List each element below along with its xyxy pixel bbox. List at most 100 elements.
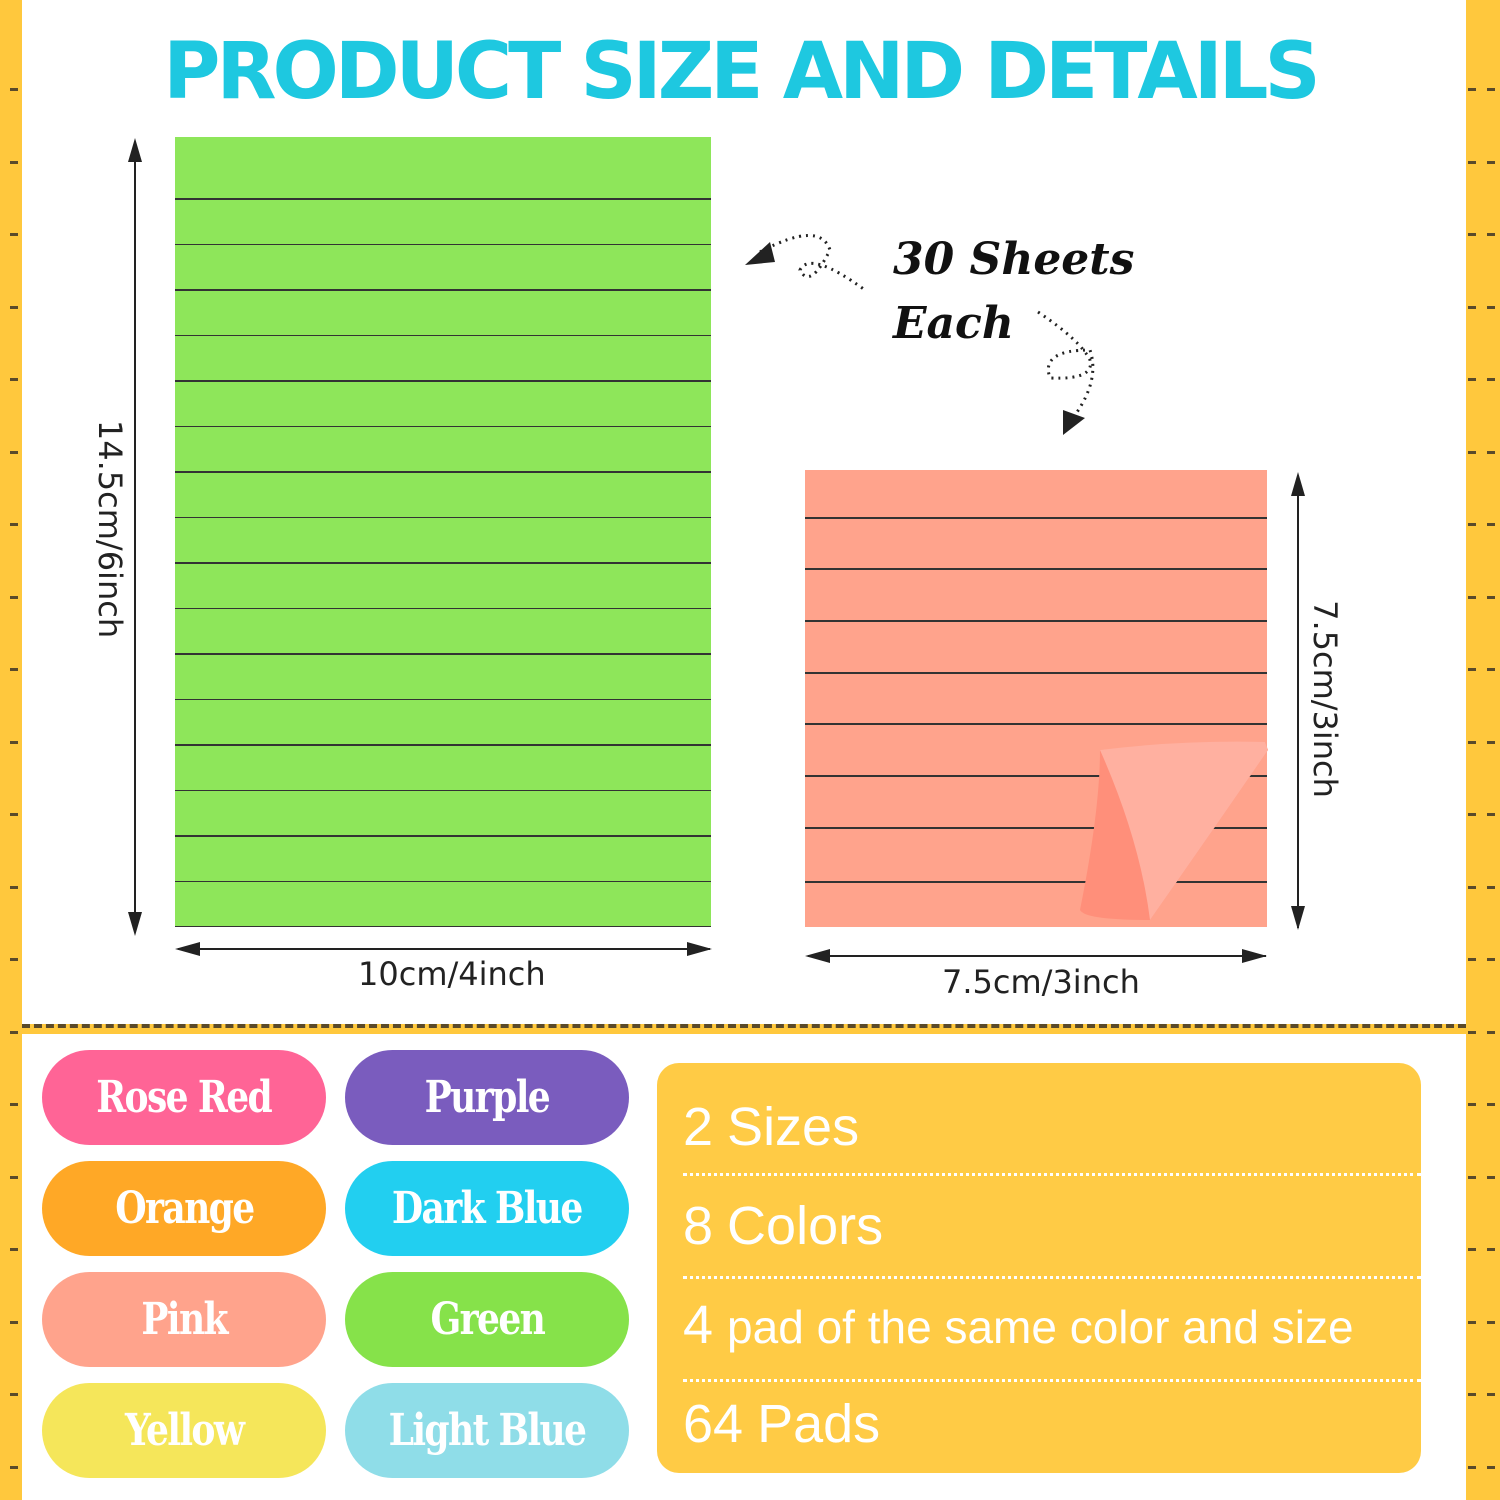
border-dash [1487,1248,1495,1251]
ruled-line [175,380,711,382]
border-dash [1468,595,1476,599]
ruled-line [175,562,711,564]
border-dash [1468,1465,1476,1469]
border-dash [10,305,18,309]
curled-page-corner [1080,741,1268,920]
border-dash [10,450,18,454]
border-dash [10,1103,18,1106]
section-divider [22,1024,1466,1034]
border-dash [1468,1248,1476,1251]
detail-number: 4 [683,1295,714,1355]
color-label: Light Blue [388,1405,587,1456]
border-dash [1468,450,1476,454]
dotted-separator [683,1379,1421,1382]
ruled-line [805,775,1267,777]
border-dash [1468,160,1476,164]
border-dash [1487,1393,1495,1396]
border-dash [1487,958,1495,961]
ruled-line [805,881,1267,883]
color-chip: Green [345,1272,629,1367]
large-width-label: 10cm/4inch [358,955,546,993]
color-chip: Pink [42,1272,326,1367]
border-dash [1487,740,1495,744]
ruled-line [175,471,711,473]
ruled-line [175,243,711,245]
border-dash [1468,1393,1476,1396]
color-chip: Purple [345,1050,629,1145]
border-dash [10,1465,18,1469]
height-arrow-small [1297,476,1299,928]
border-dash [1487,160,1495,164]
ruled-line [175,425,711,427]
border-dash [10,595,18,599]
width-arrow-large [178,948,710,950]
ruled-line [805,517,1267,519]
border-dash [1487,1175,1495,1179]
ruled-line [805,672,1267,674]
border-dash [1468,378,1476,381]
details-panel: 2 Sizes 8 Colors 4 pad of the same color and … [657,1063,1421,1473]
border-dash [1487,1030,1495,1034]
border-dash [10,233,18,236]
ruled-line [175,789,711,791]
detail-row: 64 Pads [683,1394,1415,1454]
ruled-line [175,835,711,837]
ruled-line [175,698,711,700]
border-dash [1468,88,1476,91]
border-dash [1468,813,1476,816]
detail-row: 8 Colors [683,1196,1415,1256]
border-dash [10,1393,18,1396]
ruled-line [175,334,711,336]
detail-number: 8 [683,1196,714,1256]
ruled-line [805,827,1267,829]
border-dash [1487,233,1495,236]
color-chip: Rose Red [42,1050,326,1145]
height-arrow-large [134,142,136,932]
detail-text: pad of the same color and size [727,1301,1354,1353]
ruled-line [175,744,711,746]
border-dash [1468,1175,1476,1179]
border-dash [1468,523,1476,526]
border-dash [1468,740,1476,744]
border-dash [10,1175,18,1179]
left-border [0,0,22,1500]
border-dash [1487,88,1495,91]
color-label: Green [430,1294,545,1345]
border-dash [1487,378,1495,381]
color-chip: Light Blue [345,1383,629,1478]
border-dash [1468,958,1476,961]
border-dash [10,740,18,744]
border-dash [1468,233,1476,236]
border-dash [1468,305,1476,309]
border-dash [10,813,18,816]
color-label: Dark Blue [392,1183,584,1234]
color-chip: Dark Blue [345,1161,629,1256]
border-dash [1487,1103,1495,1106]
ruled-line [175,880,711,882]
color-label: Purple [424,1072,551,1123]
border-dash [1487,305,1495,309]
ruled-line [175,607,711,609]
dotted-separator [683,1276,1421,1279]
detail-number: 2 [683,1097,714,1157]
ruled-line [805,568,1267,570]
border-dash [10,1030,18,1034]
border-dash [1487,595,1495,599]
color-chip: Yellow [42,1383,326,1478]
border-dash [10,885,18,889]
border-dash [10,523,18,526]
ruled-line [175,926,711,927]
color-label: Orange [114,1183,255,1234]
detail-number: 64 [683,1394,744,1454]
color-label: Yellow [124,1405,245,1456]
border-dash [10,378,18,381]
ruled-line [175,653,711,655]
detail-row: 2 Sizes [683,1097,1415,1157]
detail-text: Colors [727,1196,884,1256]
border-dash [1487,523,1495,526]
color-label: Pink [141,1294,228,1345]
border-dash [1468,1103,1476,1106]
border-dash [10,160,18,164]
border-dash [1468,668,1476,671]
border-dash [10,88,18,91]
